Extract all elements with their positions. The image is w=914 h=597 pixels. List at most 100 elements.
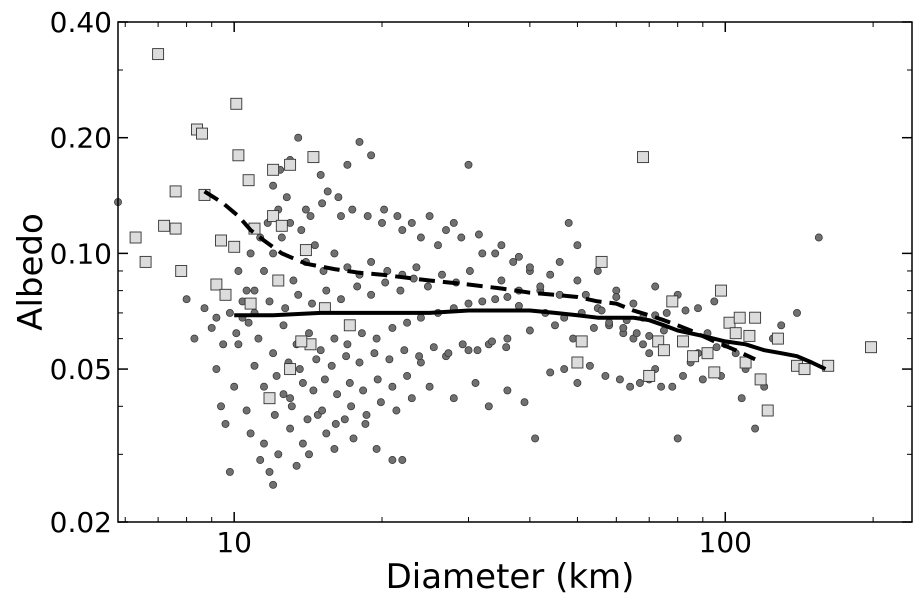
square-point xyxy=(196,127,208,140)
data-point xyxy=(367,151,376,160)
data-point xyxy=(416,313,425,322)
data-point xyxy=(359,386,368,395)
data-point xyxy=(525,263,534,272)
data-point xyxy=(751,424,760,433)
data-point xyxy=(407,394,416,403)
data-point xyxy=(212,313,221,322)
data-point xyxy=(612,293,621,301)
data-point xyxy=(349,434,358,443)
y-tick-label: 0.02 xyxy=(50,506,112,539)
data-point xyxy=(619,323,628,332)
data-point xyxy=(380,205,389,214)
data-point xyxy=(212,365,221,374)
square-point xyxy=(798,363,811,376)
data-point xyxy=(269,480,278,489)
data-point xyxy=(573,276,582,285)
y-tick-label: 0.20 xyxy=(50,122,112,155)
square-point xyxy=(595,255,608,268)
data-point xyxy=(514,252,523,261)
data-point xyxy=(385,355,394,364)
data-point xyxy=(393,212,402,221)
data-point xyxy=(330,334,339,343)
data-point xyxy=(294,133,303,142)
square-point xyxy=(733,311,746,324)
data-point xyxy=(712,343,721,352)
square-point xyxy=(637,151,649,164)
square-point xyxy=(219,288,232,301)
data-point xyxy=(497,276,506,285)
square-point xyxy=(267,210,280,223)
x-tick-label: 100 xyxy=(699,526,752,559)
circle-points xyxy=(114,133,823,489)
data-point xyxy=(348,205,357,214)
data-point xyxy=(281,304,290,313)
data-point xyxy=(363,212,372,221)
data-point xyxy=(242,406,251,415)
trend-lines xyxy=(203,189,827,371)
data-point xyxy=(221,419,230,428)
data-point xyxy=(737,394,746,403)
square-point xyxy=(232,149,245,162)
data-point xyxy=(442,226,450,235)
data-point xyxy=(286,394,295,403)
square-point xyxy=(284,363,297,376)
data-point xyxy=(242,286,251,295)
y-tick-label: 0.40 xyxy=(50,6,112,39)
data-point xyxy=(491,295,500,304)
data-point xyxy=(320,375,329,384)
data-point xyxy=(497,241,506,250)
data-point xyxy=(520,398,529,407)
data-point xyxy=(244,318,253,327)
data-point xyxy=(272,371,281,380)
data-point xyxy=(681,306,690,315)
data-point xyxy=(340,415,349,424)
data-point xyxy=(334,193,343,202)
data-point xyxy=(355,358,364,367)
data-point xyxy=(353,282,362,291)
data-point xyxy=(573,241,582,250)
data-point xyxy=(234,267,243,275)
data-point xyxy=(372,334,381,343)
data-point xyxy=(347,402,356,411)
data-point xyxy=(269,249,278,258)
square-point xyxy=(343,319,356,332)
square-point xyxy=(230,97,243,110)
data-point xyxy=(337,295,345,304)
data-point xyxy=(438,270,446,279)
square-point xyxy=(687,350,700,363)
data-point xyxy=(289,276,298,285)
data-point xyxy=(250,361,259,370)
data-point xyxy=(298,379,307,387)
data-point xyxy=(502,343,511,352)
data-point xyxy=(396,286,405,295)
data-point xyxy=(308,299,316,308)
data-point xyxy=(458,340,467,349)
data-point xyxy=(182,295,191,304)
square-point xyxy=(295,335,308,348)
square-point xyxy=(657,344,670,357)
data-point xyxy=(478,249,487,258)
data-point xyxy=(333,390,342,399)
square-point xyxy=(708,366,721,379)
data-point xyxy=(381,278,390,287)
data-point xyxy=(217,402,225,411)
data-point xyxy=(464,160,473,169)
square-point xyxy=(575,335,588,348)
data-point xyxy=(503,293,512,301)
data-point xyxy=(343,160,352,169)
data-point xyxy=(473,346,482,355)
data-point xyxy=(416,233,425,242)
square-point xyxy=(169,222,182,235)
data-point xyxy=(615,375,624,384)
square-point xyxy=(723,316,736,329)
data-point xyxy=(569,334,578,343)
square-point xyxy=(169,185,182,198)
data-point xyxy=(509,257,518,266)
data-point xyxy=(662,308,671,317)
data-point xyxy=(457,233,466,242)
data-point xyxy=(207,323,216,332)
data-point xyxy=(265,297,274,306)
plot-frame xyxy=(117,21,913,523)
data-point xyxy=(546,270,555,279)
